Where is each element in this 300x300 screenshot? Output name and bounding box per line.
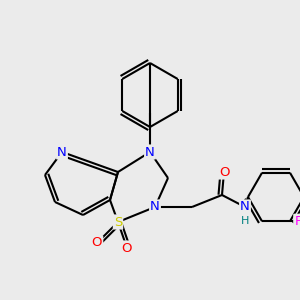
Text: F: F bbox=[294, 215, 300, 228]
Text: O: O bbox=[122, 242, 132, 254]
Text: N: N bbox=[150, 200, 160, 214]
Text: O: O bbox=[219, 166, 229, 178]
Text: N: N bbox=[145, 146, 155, 158]
Text: O: O bbox=[92, 236, 102, 250]
Text: S: S bbox=[114, 215, 122, 229]
Text: N: N bbox=[240, 200, 250, 214]
Text: N: N bbox=[57, 146, 67, 158]
Text: H: H bbox=[241, 216, 249, 226]
